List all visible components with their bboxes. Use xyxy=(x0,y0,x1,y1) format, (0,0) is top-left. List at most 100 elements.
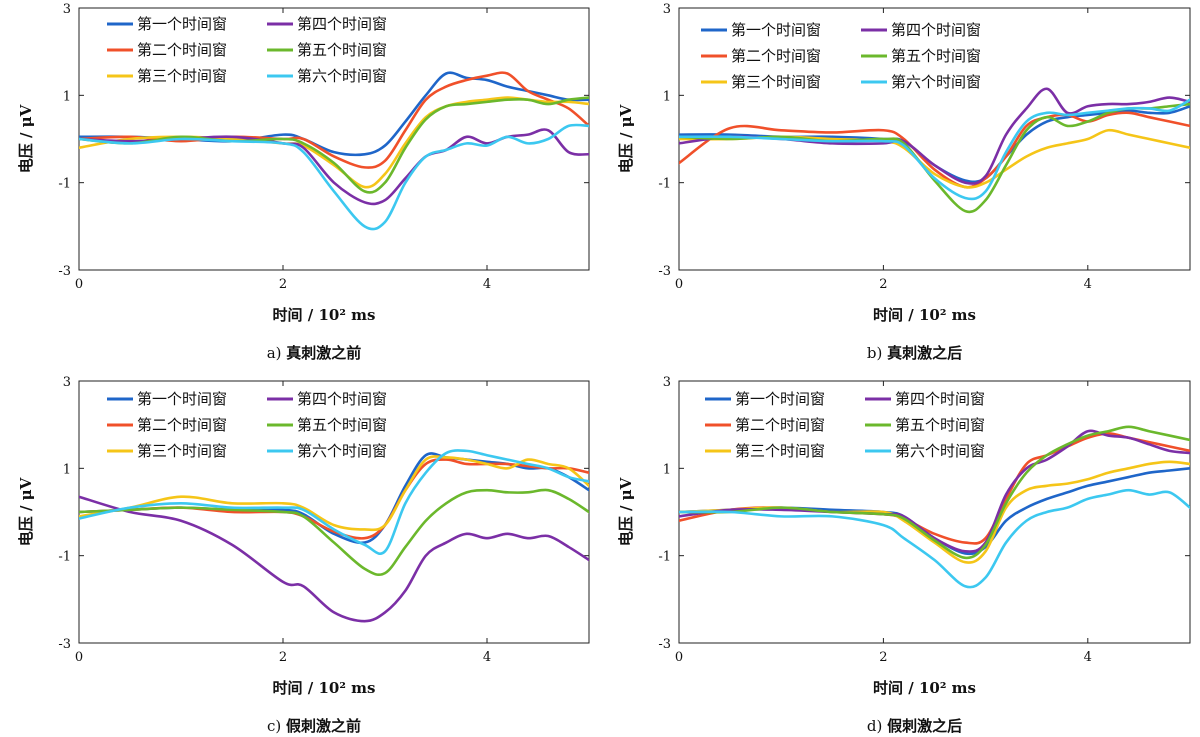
panel-caption-letter: d) xyxy=(867,717,887,735)
panel-caption: c) 假刺激之前 xyxy=(267,717,361,735)
series-line-6 xyxy=(679,488,1190,589)
series-line-4 xyxy=(79,128,589,206)
series-line-2 xyxy=(79,458,589,540)
y-tick-label: -3 xyxy=(58,637,71,652)
legend-label: 第三个时间窗 xyxy=(137,442,227,460)
chart-panel-3: -3 -1 1 3 0 2 4 时间 / 10² ms 电压 / μV c) 假刺激之前 第一个时间… xyxy=(17,375,590,735)
legend-label: 第二个时间窗 xyxy=(735,416,825,434)
legend-label: 第六个时间窗 xyxy=(297,67,387,85)
x-tick-label: 2 xyxy=(279,650,287,665)
y-tick-label: 3 xyxy=(63,2,71,17)
series-group xyxy=(79,71,589,231)
x-axis-label: 时间 / 10² ms xyxy=(273,679,376,697)
legend-label: 第一个时间窗 xyxy=(735,390,825,408)
series-line-6 xyxy=(679,98,1190,201)
x-tick-label: 4 xyxy=(1084,650,1092,665)
y-tick-label: -3 xyxy=(658,637,671,652)
y-axis-label: 电压 / μV xyxy=(17,477,35,546)
x-tick-label: 4 xyxy=(1084,277,1092,292)
series-line-5 xyxy=(79,96,589,194)
legend-label: 第六个时间窗 xyxy=(891,73,981,91)
series-line-4 xyxy=(79,495,589,623)
legend-label: 第二个时间窗 xyxy=(137,41,227,59)
legend-label: 第五个时间窗 xyxy=(297,41,387,59)
y-tick-label: 3 xyxy=(663,375,671,390)
legend-label: 第一个时间窗 xyxy=(137,390,227,408)
y-tick-label: 1 xyxy=(663,89,671,104)
legend-label: 第五个时间窗 xyxy=(895,416,985,434)
series-line-2 xyxy=(679,111,1190,189)
x-tick-label: 4 xyxy=(483,277,491,292)
series-line-5 xyxy=(679,102,1190,214)
series-line-6 xyxy=(79,123,589,231)
series-line-6 xyxy=(79,449,589,555)
panel-caption-text: 真刺激之后 xyxy=(887,344,962,362)
chart-panel-1: -3 -1 1 3 0 2 4 时间 / 10² ms 电压 / μV a) 真刺激之前 第一个时间… xyxy=(17,2,590,362)
y-axis-label: 电压 / μV xyxy=(617,104,635,173)
x-tick-label: 4 xyxy=(483,650,491,665)
y-axis-label: 电压 / μV xyxy=(617,477,635,546)
x-axis-label: 时间 / 10² ms xyxy=(873,679,976,697)
panel-caption: d) 假刺激之后 xyxy=(867,717,962,735)
legend-label: 第六个时间窗 xyxy=(297,442,387,460)
series-line-1 xyxy=(679,467,1190,556)
legend-label: 第四个时间窗 xyxy=(891,21,981,39)
series-line-5 xyxy=(79,488,589,577)
legend-label: 第五个时间窗 xyxy=(891,47,981,65)
series-line-5 xyxy=(679,425,1190,560)
panel-caption-text: 真刺激之前 xyxy=(286,344,361,362)
y-tick-label: 1 xyxy=(663,462,671,477)
panel-caption: a) 真刺激之前 xyxy=(267,344,362,362)
legend-label: 第二个时间窗 xyxy=(137,416,227,434)
x-tick-label: 2 xyxy=(279,277,287,292)
series-group xyxy=(679,87,1190,214)
y-tick-label: 3 xyxy=(63,375,71,390)
legend-label: 第三个时间窗 xyxy=(735,442,825,460)
x-axis-label: 时间 / 10² ms xyxy=(873,306,976,324)
y-tick-label: -3 xyxy=(58,264,71,279)
y-tick-label: -1 xyxy=(658,177,671,192)
legend-label: 第四个时间窗 xyxy=(297,15,387,33)
legend-label: 第三个时间窗 xyxy=(731,73,821,91)
series-line-4 xyxy=(679,87,1190,185)
chart-panel-2: -3 -1 1 3 0 2 4 时间 / 10² ms 电压 / μV b) 真刺激之后 第一个时间… xyxy=(617,2,1191,362)
y-tick-label: 1 xyxy=(63,462,71,477)
series-line-3 xyxy=(79,455,589,532)
chart-panel-4: -3 -1 1 3 0 2 4 时间 / 10² ms 电压 / μV d) 假刺激之后 第一个时间… xyxy=(617,375,1191,735)
series-line-3 xyxy=(679,460,1190,564)
legend-label: 第六个时间窗 xyxy=(895,442,985,460)
y-tick-label: -1 xyxy=(58,177,71,192)
legend-label: 第四个时间窗 xyxy=(895,390,985,408)
legend-label: 第三个时间窗 xyxy=(137,67,227,85)
x-tick-label: 0 xyxy=(75,650,83,665)
panel-caption-text: 假刺激之前 xyxy=(286,717,361,735)
x-tick-label: 2 xyxy=(879,277,887,292)
x-tick-label: 0 xyxy=(675,277,683,292)
y-axis-label: 电压 / μV xyxy=(17,104,35,173)
series-line-3 xyxy=(679,128,1190,189)
y-tick-label: -3 xyxy=(658,264,671,279)
x-tick-label: 2 xyxy=(879,650,887,665)
legend-label: 第一个时间窗 xyxy=(731,21,821,39)
panel-caption-text: 假刺激之后 xyxy=(887,717,962,735)
panel-caption-letter: b) xyxy=(867,344,887,362)
series-group xyxy=(679,425,1190,589)
y-tick-label: 3 xyxy=(663,2,671,17)
panel-caption: b) 真刺激之后 xyxy=(867,344,962,362)
x-tick-label: 0 xyxy=(675,650,683,665)
panel-caption-letter: c) xyxy=(267,717,286,735)
panel-caption-letter: a) xyxy=(267,344,287,362)
y-tick-label: -1 xyxy=(658,550,671,565)
legend-label: 第五个时间窗 xyxy=(297,416,387,434)
y-tick-label: 1 xyxy=(63,89,71,104)
legend-label: 第二个时间窗 xyxy=(731,47,821,65)
legend-label: 第一个时间窗 xyxy=(137,15,227,33)
y-tick-label: -1 xyxy=(58,550,71,565)
x-tick-label: 0 xyxy=(75,277,83,292)
legend-label: 第四个时间窗 xyxy=(297,390,387,408)
x-axis-label: 时间 / 10² ms xyxy=(273,306,376,324)
